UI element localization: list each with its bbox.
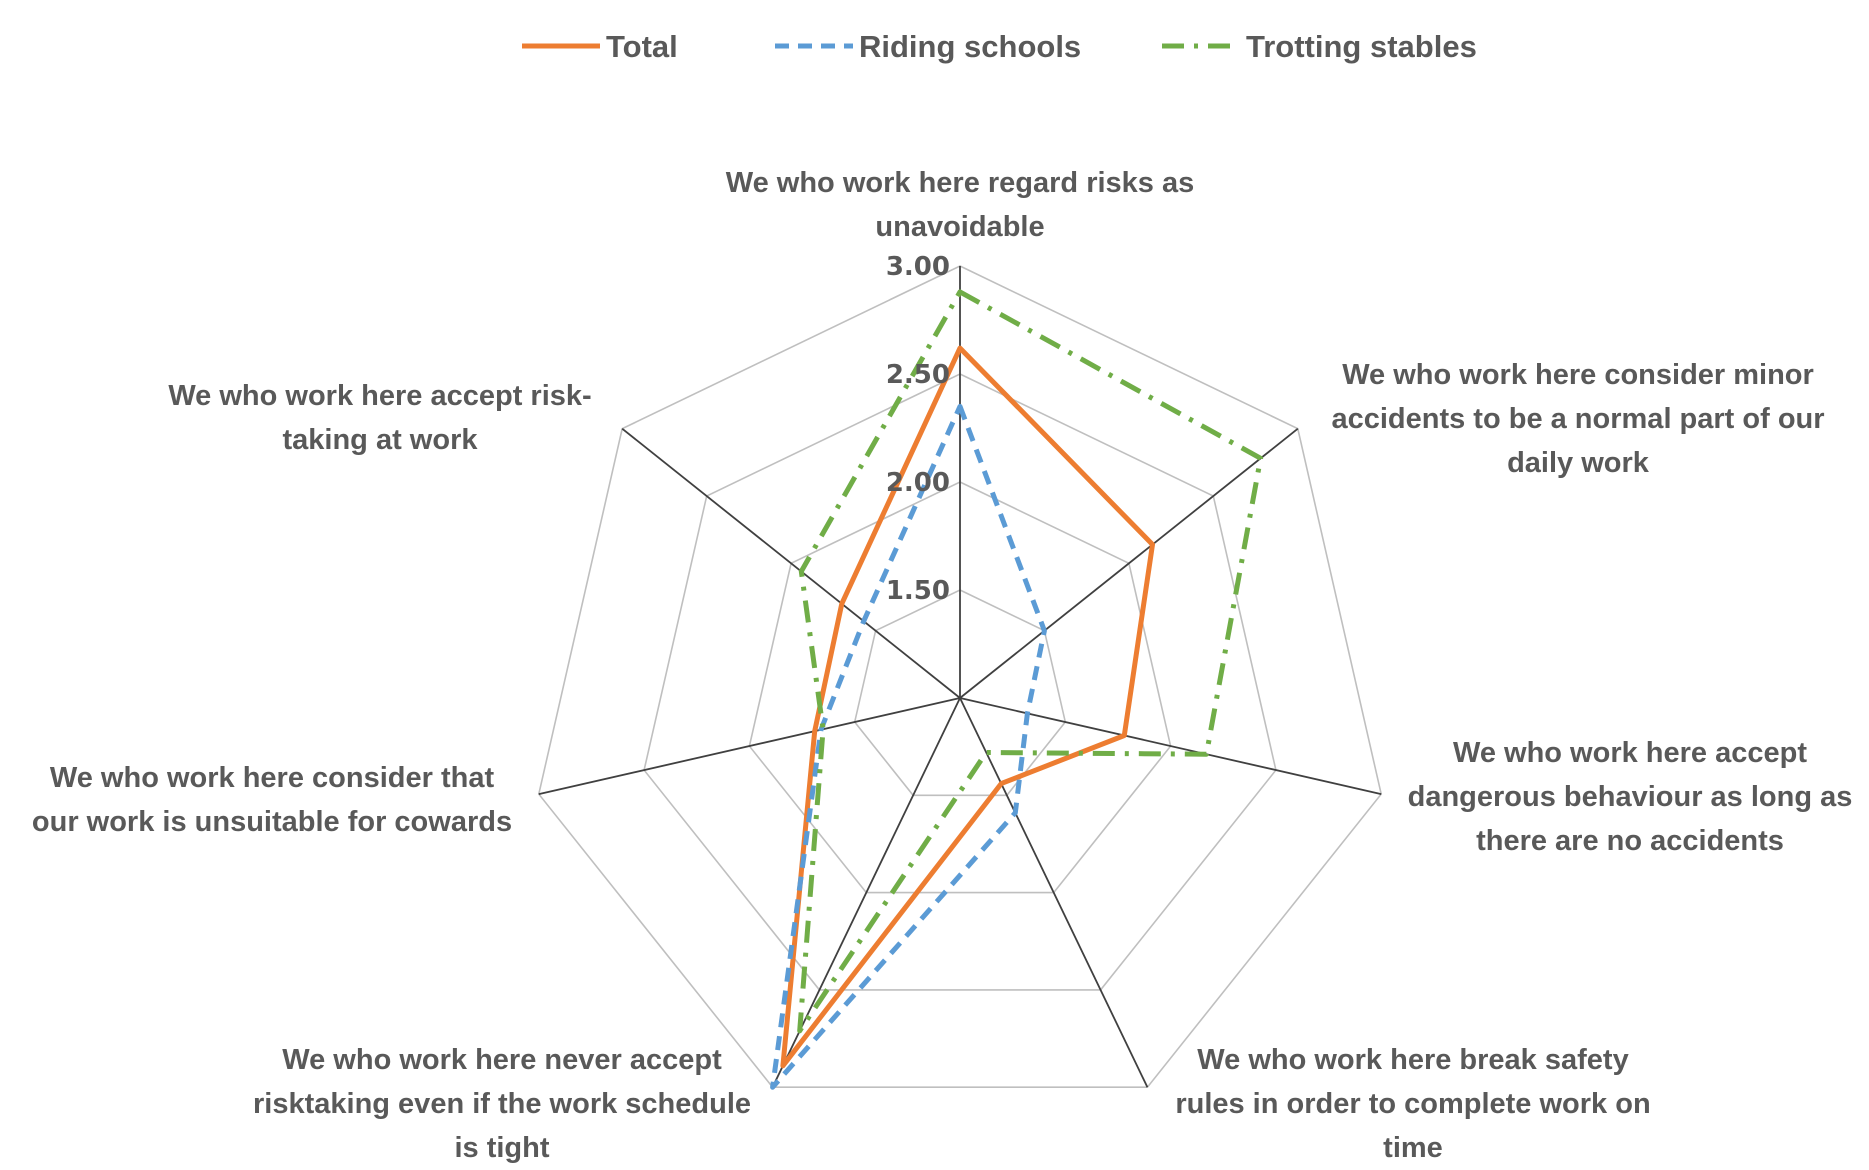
category-label-0: We who work here regard risks as unavoida… [726,167,1195,243]
category-label-0-line-0: We who work here regard risks as [726,167,1195,199]
grid-ring-1 [748,481,1172,894]
series-line-2 [797,289,1264,1034]
category-label-1-line-0: We who work here consider minor [1342,359,1814,391]
category-label-4-line-2: is tight [454,1132,549,1164]
series-line-0 [780,345,1155,1069]
category-label-1-line-1: accidents to be a normal part of our [1331,403,1824,435]
spoke-1 [959,427,1299,699]
category-label-2: We who work here accept dangerous behavio… [1408,737,1853,857]
legend-label-2: Trotting stables [1246,29,1477,64]
legend-label-0: Total [606,29,678,64]
grid-ring-0 [853,589,1067,797]
tick-label-3: 3.00 [886,252,950,282]
spoke-2 [959,697,1382,795]
category-label-1: We who work here consider minor accidents… [1331,359,1824,479]
category-label-3-line-2: time [1383,1132,1443,1164]
tick-label-2: 2.50 [886,360,950,390]
category-label-6-line-1: taking at work [283,424,479,456]
category-label-4-line-1: risktaking even if the work schedule [253,1088,751,1120]
category-label-6: We who work here accept risk-taking at w… [168,380,591,456]
category-label-1-line-2: daily work [1507,447,1650,479]
legend: Total Riding schools Trotting stables [522,29,1477,64]
legend-item-1: Riding schools [775,29,1081,64]
series-layer [770,289,1264,1090]
grid-ring-2 [643,373,1277,991]
category-label-3: We who work here break safety rules in or… [1175,1044,1650,1164]
series-line-1 [770,403,1047,1090]
category-label-0-line-1: unavoidable [875,211,1044,243]
category-label-3-line-0: We who work here break safety [1197,1044,1628,1076]
spoke-5 [538,697,961,795]
spoke-6 [621,427,961,699]
category-label-2-line-2: there are no accidents [1476,825,1784,857]
legend-item-0: Total [522,29,678,64]
tick-label-0: 1.50 [886,576,950,606]
category-label-3-line-1: rules in order to complete work on [1175,1088,1650,1120]
category-label-4-line-0: We who work here never accept [282,1044,722,1076]
tick-label-1: 2.00 [886,468,950,498]
category-label-2-line-1: dangerous behaviour as long as [1408,781,1853,813]
spoke-4 [771,697,961,1088]
category-label-2-line-0: We who work here accept [1453,737,1807,769]
category-label-4: We who work here never accept risktaking … [253,1044,751,1164]
category-labels: We who work here regard risks as unavoida… [32,167,1852,1164]
legend-item-2: Trotting stables [1162,29,1477,64]
category-label-5-line-1: our work is unsuitable for cowards [32,806,512,838]
category-label-6-line-0: We who work here accept risk- [168,380,591,412]
spoke-3 [959,697,1149,1088]
category-label-5: We who work here consider that our work i… [32,762,512,838]
category-label-5-line-0: We who work here consider that [50,762,495,794]
grid-ring-3 [537,265,1383,1088]
legend-label-1: Riding schools [859,29,1081,64]
tick-labels: 1.50 2.00 2.50 3.00 [886,252,950,606]
radar-grid [537,265,1383,1088]
